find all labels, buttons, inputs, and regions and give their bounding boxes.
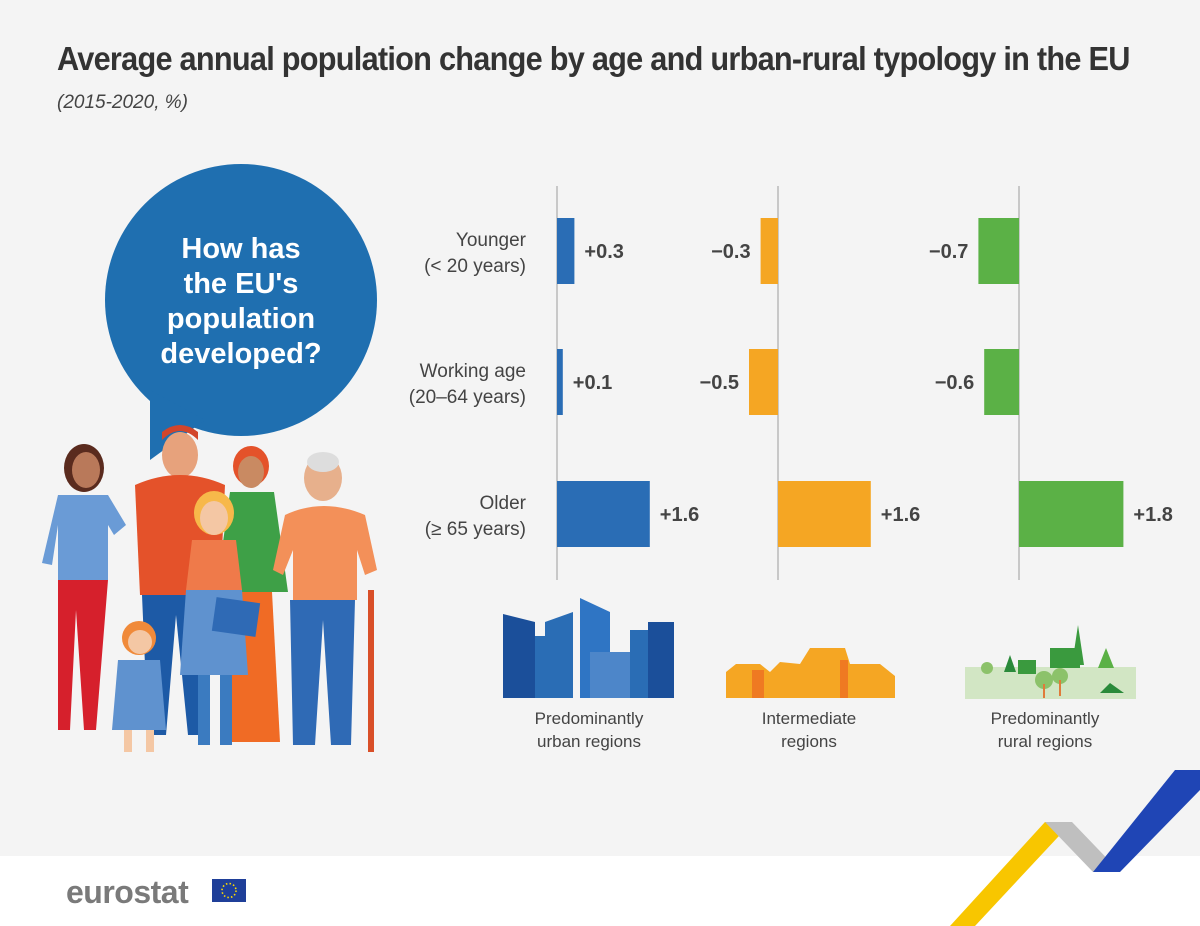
data-label: +0.1 xyxy=(573,372,612,394)
intermediate-regions-icon xyxy=(726,648,895,698)
bar xyxy=(557,349,563,415)
region-label: Predominantly urban regions xyxy=(535,709,644,751)
speech-bubble: How has the EU's population developed? xyxy=(105,164,377,460)
family-illustration xyxy=(42,425,377,752)
chart-subtitle: (2015-2020, %) xyxy=(57,92,188,113)
category-label: Younger (< 20 years) xyxy=(424,230,527,277)
urban-regions-icon xyxy=(503,598,674,698)
bar xyxy=(749,349,778,415)
data-label: +1.6 xyxy=(660,504,699,526)
data-label: +1.6 xyxy=(881,504,920,526)
data-label: −0.5 xyxy=(700,372,739,394)
bubble-text-line: the EU's xyxy=(184,268,299,300)
data-label: −0.3 xyxy=(711,241,750,263)
data-label: +1.8 xyxy=(1133,504,1172,526)
eurostat-logo: eurostat xyxy=(66,874,189,910)
eu-ribbon-decoration xyxy=(950,770,1200,926)
chart-title: Average annual population change by age … xyxy=(57,40,1130,77)
data-label: +0.3 xyxy=(584,241,623,263)
bar xyxy=(984,349,1019,415)
rural-regions-icon xyxy=(965,625,1136,699)
bar xyxy=(978,218,1019,284)
data-label: −0.7 xyxy=(929,241,968,263)
eu-flag-icon xyxy=(212,879,246,902)
category-label: Older (≥ 65 years) xyxy=(425,493,527,540)
bubble-text-line: population xyxy=(167,303,315,335)
bar xyxy=(557,481,650,547)
region-label: Intermediate regions xyxy=(762,709,857,751)
bar xyxy=(1019,481,1124,547)
category-label: Working age (20–64 years) xyxy=(409,361,526,408)
region-label: Predominantly rural regions xyxy=(991,709,1100,751)
bar xyxy=(760,218,778,284)
bubble-text-line: How has xyxy=(181,233,300,265)
bubble-text-line: developed? xyxy=(160,338,321,370)
bar-chart: Younger (< 20 years) Working age (20–64 yea… xyxy=(409,186,1173,751)
data-label: −0.6 xyxy=(935,372,974,394)
bar xyxy=(778,481,871,547)
bar xyxy=(557,218,575,284)
